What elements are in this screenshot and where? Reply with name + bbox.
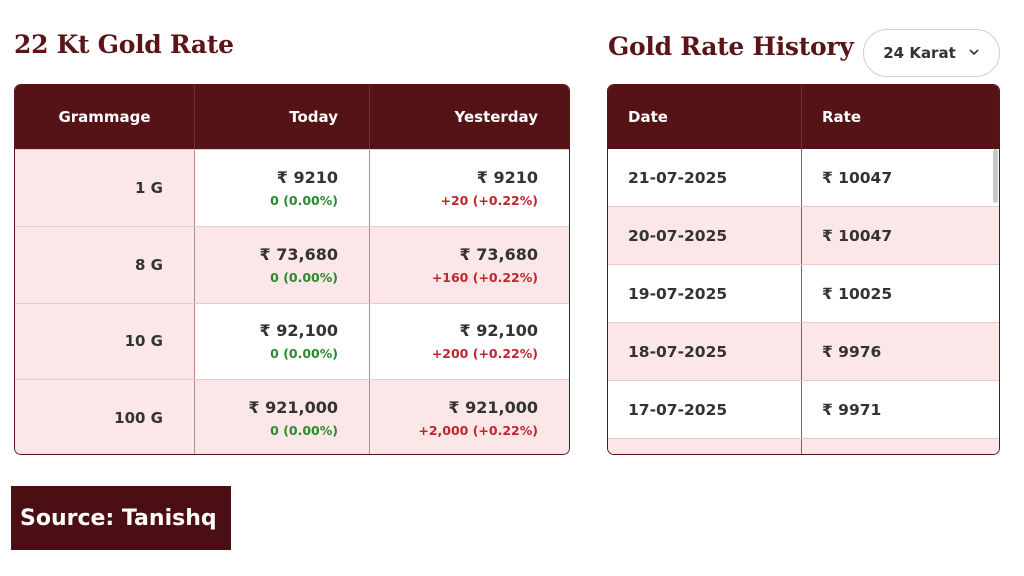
yesterday-change: +200 (+0.22%) bbox=[431, 346, 538, 362]
table-row: 18-07-2025 ₹ 9976 bbox=[608, 323, 999, 381]
table-row: 21-07-2025 ₹ 10047 bbox=[608, 149, 999, 207]
today-price: ₹ 921,000 bbox=[248, 398, 338, 418]
date-cell: 18-07-2025 bbox=[608, 323, 802, 380]
table-row: 20-07-2025 ₹ 10047 bbox=[608, 207, 999, 265]
today-price: ₹ 92,100 bbox=[259, 321, 338, 341]
date-cell: 20-07-2025 bbox=[608, 207, 802, 264]
today-price: ₹ 9210 bbox=[276, 167, 338, 187]
column-header-rate: Rate bbox=[822, 108, 862, 126]
grammage-cell: 1 G bbox=[15, 150, 195, 226]
rate-cell: ₹ 10047 bbox=[822, 168, 893, 187]
yesterday-cell: ₹ 9210 +20 (+0.22%) bbox=[370, 150, 569, 226]
grammage-cell: 100 G bbox=[15, 380, 195, 454]
rate-history-title: Gold Rate History bbox=[608, 32, 854, 61]
rate-cell: ₹ 9976 bbox=[822, 342, 882, 361]
today-price: ₹ 73,680 bbox=[259, 244, 338, 264]
rate-cell: ₹ 10047 bbox=[822, 226, 893, 245]
gold-rate-table-header: Grammage Today Yesterday bbox=[15, 85, 569, 149]
rate-history-table: Date Rate 21-07-2025 ₹ 10047 20-07-2025 … bbox=[607, 84, 1000, 455]
date-cell: 19-07-2025 bbox=[608, 265, 802, 322]
karat-select-dropdown[interactable]: 24 Karat bbox=[863, 29, 1000, 77]
rate-history-header: Date Rate bbox=[608, 85, 999, 149]
yesterday-change: +2,000 (+0.22%) bbox=[418, 423, 538, 439]
rate-cell: ₹ 9971 bbox=[822, 400, 882, 419]
today-cell: ₹ 921,000 0 (0.00%) bbox=[195, 380, 370, 454]
chevron-down-icon bbox=[968, 44, 980, 62]
yesterday-cell: ₹ 92,100 +200 (+0.22%) bbox=[370, 303, 569, 380]
date-cell bbox=[608, 439, 802, 454]
yesterday-price: ₹ 921,000 bbox=[448, 398, 538, 418]
today-change: 0 (0.00%) bbox=[270, 346, 338, 362]
today-change: 0 (0.00%) bbox=[270, 423, 338, 439]
today-cell: ₹ 92,100 0 (0.00%) bbox=[195, 303, 370, 380]
karat-select-value: 24 Karat bbox=[883, 44, 956, 62]
table-row bbox=[608, 439, 999, 454]
rate-cell bbox=[802, 439, 999, 454]
yesterday-price: ₹ 9210 bbox=[476, 167, 538, 187]
grammage-cell: 10 G bbox=[15, 303, 195, 380]
history-scrollbar[interactable] bbox=[993, 149, 998, 203]
today-change: 0 (0.00%) bbox=[270, 192, 338, 208]
source-label: Source: Tanishq bbox=[11, 486, 231, 550]
yesterday-cell: ₹ 73,680 +160 (+0.22%) bbox=[370, 226, 569, 303]
column-header-grammage: Grammage bbox=[15, 85, 195, 149]
table-row: 8 G ₹ 73,680 0 (0.00%) ₹ 73,680 +160 (+0… bbox=[15, 225, 569, 303]
date-cell: 17-07-2025 bbox=[608, 381, 802, 438]
yesterday-price: ₹ 92,100 bbox=[459, 321, 538, 341]
column-header-today: Today bbox=[195, 85, 370, 149]
yesterday-price: ₹ 73,680 bbox=[459, 244, 538, 264]
grammage-cell: 8 G bbox=[15, 226, 195, 303]
column-header-date: Date bbox=[608, 85, 802, 149]
table-row: 10 G ₹ 92,100 0 (0.00%) ₹ 92,100 +200 (+… bbox=[15, 302, 569, 380]
rate-history-body[interactable]: 21-07-2025 ₹ 10047 20-07-2025 ₹ 10047 19… bbox=[608, 149, 999, 454]
yesterday-change: +20 (+0.22%) bbox=[440, 192, 539, 208]
today-cell: ₹ 9210 0 (0.00%) bbox=[195, 150, 370, 226]
gold-rate-table: Grammage Today Yesterday 1 G ₹ 9210 0 (0… bbox=[14, 84, 570, 455]
gold-rate-title: 22 Kt Gold Rate bbox=[14, 30, 234, 59]
today-change: 0 (0.00%) bbox=[270, 269, 338, 285]
table-row: 1 G ₹ 9210 0 (0.00%) ₹ 9210 +20 (+0.22%) bbox=[15, 149, 569, 226]
rate-cell: ₹ 10025 bbox=[822, 284, 893, 303]
table-row: 100 G ₹ 921,000 0 (0.00%) ₹ 921,000 +2,0… bbox=[15, 379, 569, 454]
date-cell: 21-07-2025 bbox=[608, 149, 802, 206]
today-cell: ₹ 73,680 0 (0.00%) bbox=[195, 226, 370, 303]
table-row: 19-07-2025 ₹ 10025 bbox=[608, 265, 999, 323]
yesterday-change: +160 (+0.22%) bbox=[431, 269, 538, 285]
column-header-yesterday: Yesterday bbox=[454, 108, 538, 126]
yesterday-cell: ₹ 921,000 +2,000 (+0.22%) bbox=[370, 380, 569, 454]
table-row: 17-07-2025 ₹ 9971 bbox=[608, 381, 999, 439]
